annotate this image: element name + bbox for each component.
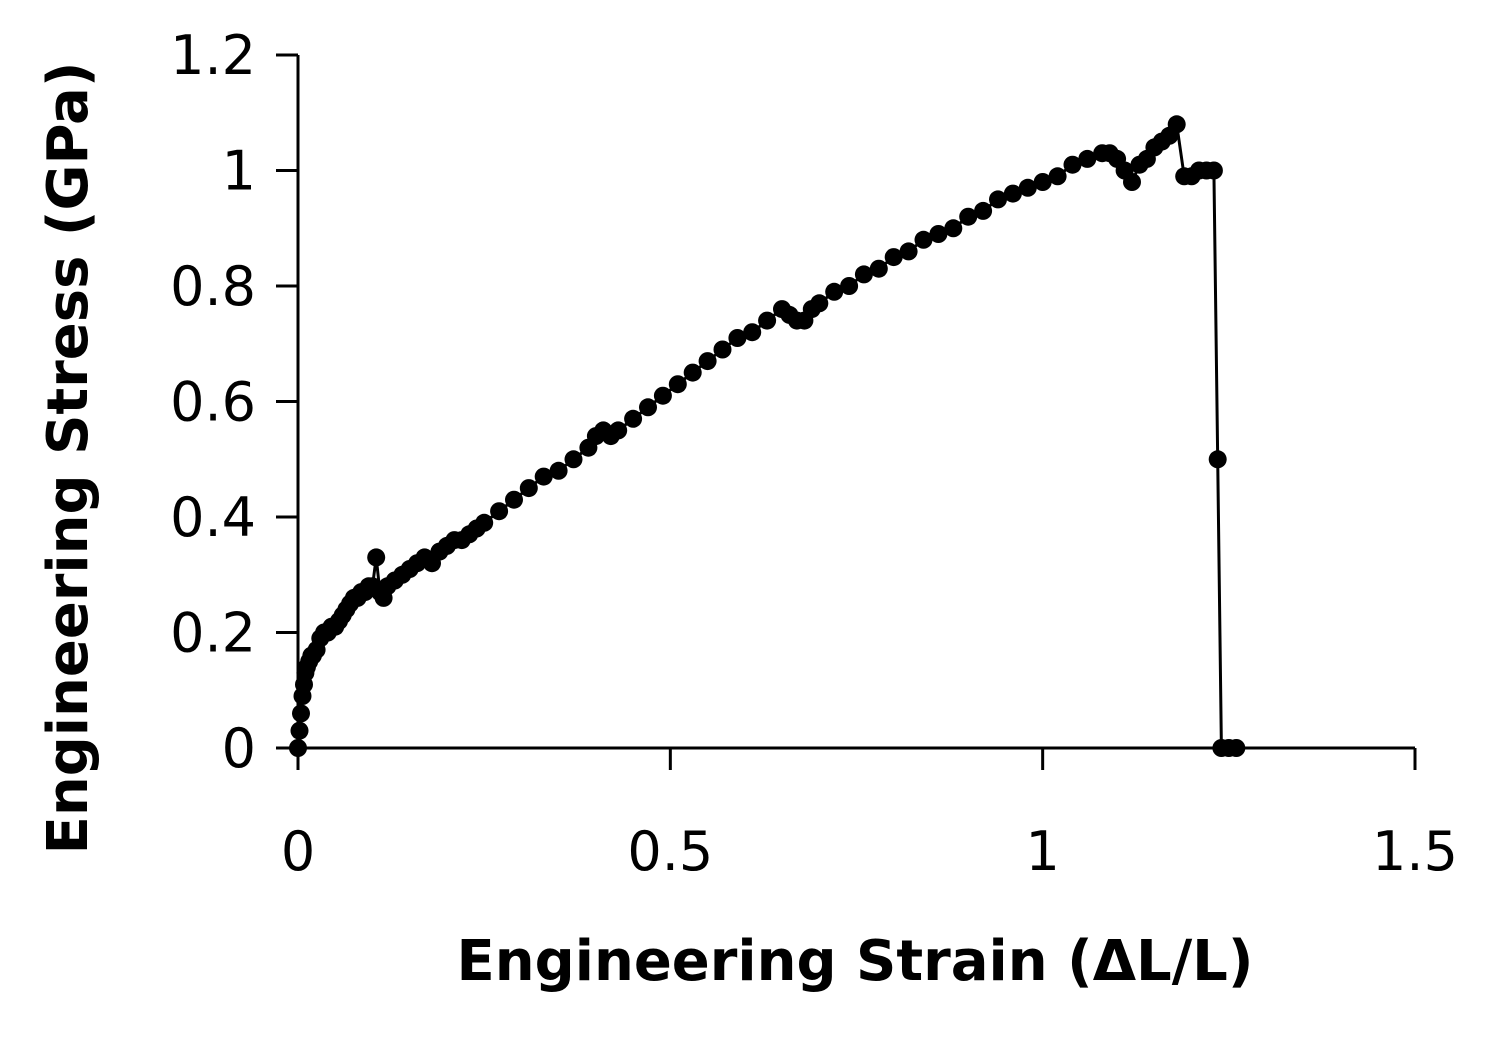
tick-marks <box>276 53 1417 770</box>
x-axis-title: Engineering Strain (ΔL/L) <box>457 929 1254 994</box>
data-point <box>914 230 933 249</box>
data-point <box>989 190 1007 209</box>
y-tick-label: 1 <box>222 140 256 203</box>
x-tick-label: 1 <box>1025 820 1059 883</box>
data-point <box>609 421 628 440</box>
data-point <box>505 490 523 509</box>
data-point <box>1033 173 1052 191</box>
data-point <box>475 513 494 532</box>
tick-labels: 0 0.5 1 1.5 0 0.2 0.4 0.6 0.8 1 1.2 <box>170 24 1458 883</box>
data-point <box>959 207 978 226</box>
data-point <box>1208 450 1227 469</box>
data-point <box>1123 173 1141 191</box>
y-tick-label: 0 <box>222 717 256 780</box>
data-point <box>290 721 309 740</box>
data-point <box>1018 178 1037 197</box>
data-point <box>289 739 307 757</box>
series-points-group <box>289 115 1246 757</box>
data-point <box>549 461 568 480</box>
data-point <box>810 294 829 313</box>
data-point <box>1204 161 1223 180</box>
data-point <box>884 248 903 267</box>
y-tick-label: 0.6 <box>170 371 256 434</box>
data-point <box>1078 149 1097 168</box>
y-tick-label: 1.2 <box>170 24 256 87</box>
data-point <box>639 398 657 417</box>
y-tick-label: 0.8 <box>170 255 256 318</box>
data-point <box>534 467 553 486</box>
data-point <box>367 548 386 567</box>
data-point <box>929 225 948 243</box>
series-line-group <box>296 122 1237 750</box>
data-point <box>944 219 963 238</box>
data-point <box>624 409 643 428</box>
data-point <box>698 352 717 371</box>
data-point <box>1227 739 1246 757</box>
data-point <box>825 282 844 301</box>
data-point <box>713 340 732 359</box>
data-point <box>519 479 538 498</box>
data-point <box>1063 155 1082 174</box>
data-point <box>974 201 993 220</box>
y-axis-title: Engineering Stress (GPa) <box>36 62 101 855</box>
data-point <box>899 242 918 261</box>
x-tick-label: 0.5 <box>627 820 713 883</box>
data-point <box>854 265 873 284</box>
data-point <box>758 311 777 330</box>
data-point <box>564 450 583 469</box>
y-tick-label: 0.2 <box>170 602 256 665</box>
data-point <box>869 259 888 278</box>
data-point <box>653 386 672 405</box>
data-point <box>683 363 702 382</box>
x-tick-label: 1.5 <box>1372 820 1458 883</box>
data-point <box>292 704 310 723</box>
data-point <box>1048 167 1067 186</box>
data-point <box>728 329 747 347</box>
y-tick-label: 0.4 <box>170 486 256 549</box>
data-point <box>490 502 509 521</box>
data-point <box>743 323 762 342</box>
data-point <box>668 375 687 394</box>
data-point <box>1167 115 1186 134</box>
data-point <box>840 277 859 295</box>
axes <box>296 55 1415 750</box>
x-tick-label: 0 <box>281 820 315 883</box>
series-line-0 <box>296 122 1237 750</box>
data-point <box>1003 184 1022 203</box>
